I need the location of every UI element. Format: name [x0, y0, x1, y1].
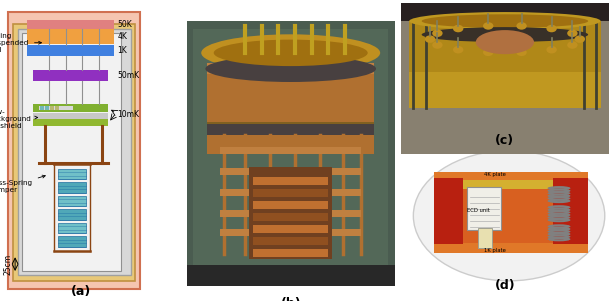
Bar — [8, 12, 140, 289]
Bar — [249, 167, 332, 259]
Text: 4K: 4K — [118, 32, 127, 41]
Bar — [207, 122, 374, 132]
Bar — [40, 106, 44, 110]
Circle shape — [547, 46, 557, 54]
Circle shape — [432, 29, 442, 37]
Circle shape — [483, 48, 493, 56]
Bar — [55, 106, 59, 110]
Circle shape — [517, 22, 527, 30]
Circle shape — [483, 22, 493, 30]
Circle shape — [575, 36, 585, 43]
Circle shape — [453, 46, 463, 54]
Bar — [13, 24, 135, 281]
Bar — [434, 178, 588, 244]
Bar — [58, 196, 86, 206]
Bar — [220, 210, 362, 217]
Bar — [434, 178, 463, 244]
Bar — [253, 249, 328, 257]
Bar — [478, 228, 493, 248]
Bar — [18, 29, 130, 275]
Bar — [409, 21, 600, 72]
Text: Spring
Suspended
Still: Spring Suspended Still — [0, 33, 42, 53]
Text: 50K: 50K — [118, 20, 132, 29]
Text: 25cm: 25cm — [4, 253, 12, 275]
Bar — [409, 21, 600, 108]
Bar — [33, 70, 108, 81]
Bar — [220, 147, 362, 154]
Bar — [27, 29, 114, 44]
Bar — [220, 189, 362, 196]
Bar — [58, 182, 86, 193]
Bar — [253, 189, 328, 197]
Bar — [58, 169, 86, 179]
Bar — [253, 201, 328, 209]
Ellipse shape — [476, 30, 534, 54]
Text: (c): (c) — [495, 135, 515, 147]
Circle shape — [567, 29, 578, 37]
Bar — [58, 223, 86, 233]
Circle shape — [517, 48, 527, 56]
Bar — [253, 213, 328, 221]
Bar — [58, 236, 86, 247]
Ellipse shape — [214, 40, 368, 66]
Text: Mass-Spring
Damper: Mass-Spring Damper — [0, 175, 45, 193]
Ellipse shape — [422, 27, 588, 42]
Text: 50mK: 50mK — [118, 71, 140, 80]
Bar — [253, 237, 328, 245]
Bar — [187, 265, 395, 286]
Bar — [401, 3, 609, 21]
Text: 10mK: 10mK — [118, 110, 140, 119]
Circle shape — [425, 36, 435, 43]
Bar — [468, 188, 501, 230]
Bar — [39, 106, 73, 110]
Bar — [434, 172, 588, 182]
Bar — [434, 243, 588, 253]
Bar — [58, 209, 86, 220]
Bar — [27, 45, 114, 56]
Circle shape — [453, 25, 463, 32]
Ellipse shape — [409, 12, 600, 30]
Ellipse shape — [206, 55, 376, 82]
Bar — [33, 119, 108, 126]
Bar — [207, 69, 374, 127]
Ellipse shape — [201, 34, 380, 71]
Bar — [253, 225, 328, 233]
Bar — [447, 180, 576, 189]
Bar — [33, 104, 108, 112]
Text: (a): (a) — [71, 285, 91, 298]
Text: 1K plate: 1K plate — [483, 248, 506, 253]
Text: Low-
background
Pb shield: Low- background Pb shield — [0, 109, 38, 129]
Bar — [50, 106, 54, 110]
Circle shape — [547, 25, 557, 32]
Bar — [22, 33, 121, 271]
Bar — [27, 20, 114, 29]
Circle shape — [567, 41, 578, 49]
Text: 1K: 1K — [118, 46, 127, 55]
Bar — [207, 135, 374, 154]
Bar — [220, 168, 362, 175]
Bar — [207, 124, 374, 140]
Text: (d): (d) — [494, 279, 515, 292]
Bar — [207, 64, 374, 74]
Bar — [220, 229, 362, 236]
Text: ECD unit: ECD unit — [468, 208, 490, 213]
Circle shape — [432, 41, 442, 49]
Text: (b): (b) — [280, 296, 301, 301]
Circle shape — [413, 151, 605, 281]
Bar — [45, 106, 49, 110]
Ellipse shape — [422, 14, 588, 28]
Bar — [253, 177, 328, 185]
Bar — [33, 113, 108, 119]
Bar — [553, 178, 588, 244]
Text: 4K plate: 4K plate — [483, 172, 506, 176]
